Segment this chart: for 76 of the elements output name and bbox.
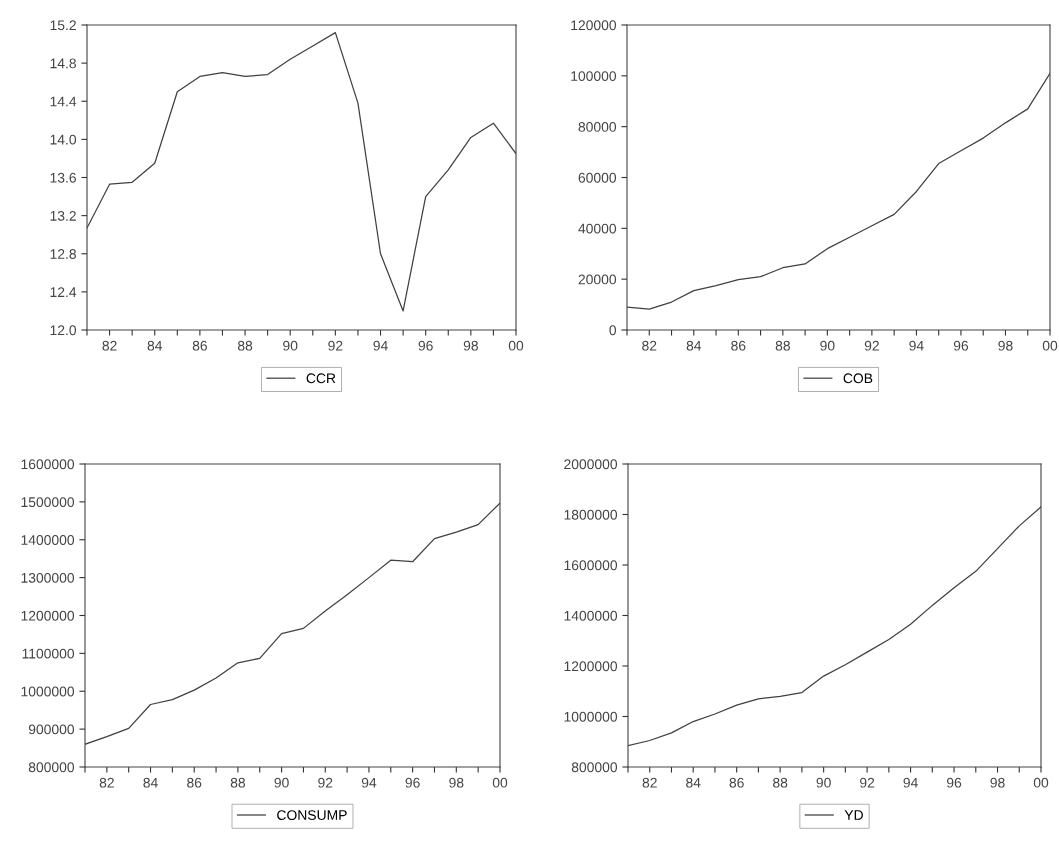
- y-tick-label: 20000: [578, 274, 617, 285]
- x-tick-label: 88: [775, 340, 790, 351]
- x-tick-label: 96: [953, 340, 969, 351]
- x-tick-label: 90: [283, 340, 298, 351]
- x-tick-label: 86: [729, 777, 744, 788]
- x-tick-label: 00: [1042, 340, 1058, 351]
- x-tick-label: 96: [418, 340, 433, 351]
- y-tick-label: 1800000: [564, 509, 618, 520]
- x-tick-label: 84: [143, 777, 158, 788]
- y-tick-label: 900000: [28, 724, 75, 735]
- y-tick-label: 1600000: [21, 459, 75, 470]
- x-tick-label: 94: [909, 340, 924, 351]
- y-tick-label: 1600000: [564, 560, 618, 571]
- x-tick-label: 84: [686, 340, 702, 351]
- x-tick-label: 86: [192, 340, 208, 351]
- x-tick-label: 98: [449, 777, 464, 788]
- x-tick-label: 92: [864, 340, 879, 351]
- y-tick-label: 1200000: [21, 610, 75, 621]
- y-tick-label: 14.4: [50, 96, 77, 107]
- y-tick-label: 1200000: [564, 661, 618, 672]
- x-tick-label: 96: [405, 777, 420, 788]
- x-tick-label: 94: [903, 777, 918, 788]
- x-tick-label: 94: [361, 777, 377, 788]
- x-tick-label: 98: [990, 777, 1005, 788]
- y-tick-label: 12.4: [50, 287, 77, 297]
- x-tick-label: 96: [946, 777, 962, 788]
- x-tick-label: 82: [102, 340, 117, 351]
- y-tick-label: 15.2: [50, 20, 76, 31]
- y-tick-label: 120000: [571, 20, 617, 31]
- y-tick-label: 0: [609, 325, 617, 336]
- y-tick-label: 100000: [571, 71, 617, 81]
- x-tick-label: 90: [816, 777, 831, 788]
- y-tick-label: 1000000: [21, 686, 75, 697]
- y-tick-label: 12.8: [50, 249, 76, 259]
- y-tick-label: 1400000: [21, 535, 75, 545]
- y-tick-label: 1000000: [564, 711, 618, 722]
- y-tick-label: 13.6: [50, 172, 76, 183]
- y-tick-label: 1500000: [21, 497, 75, 508]
- x-tick-label: 94: [373, 340, 388, 351]
- y-tick-label: 800000: [28, 762, 75, 773]
- x-tick-label: 00: [1033, 777, 1049, 788]
- y-tick-label: 1300000: [21, 572, 75, 583]
- y-tick-label: 1100000: [22, 648, 75, 659]
- x-tick-label: 86: [731, 340, 746, 351]
- legend-label: YD: [844, 810, 863, 820]
- y-tick-label: 800000: [571, 762, 618, 773]
- legend-label: CONSUMP: [277, 810, 347, 820]
- y-tick-label: 40000: [578, 223, 617, 234]
- x-tick-label: 88: [773, 777, 788, 788]
- y-tick-label: 12.0: [50, 325, 77, 336]
- x-tick-label: 84: [686, 777, 701, 788]
- y-tick-label: 80000: [578, 122, 617, 132]
- x-tick-label: 90: [274, 777, 289, 788]
- x-tick-label: 00: [492, 777, 508, 788]
- x-tick-label: 92: [318, 777, 333, 788]
- x-tick-label: 84: [147, 340, 163, 351]
- x-tick-label: 00: [508, 340, 524, 351]
- x-tick-label: 92: [860, 777, 875, 788]
- x-tick-label: 98: [463, 340, 478, 351]
- x-tick-label: 92: [328, 340, 343, 351]
- y-tick-label: 60000: [578, 172, 617, 183]
- x-tick-label: 88: [230, 777, 246, 788]
- y-tick-label: 1400000: [564, 610, 618, 621]
- y-tick-label: 13.2: [50, 210, 76, 221]
- legend-label: COB: [843, 373, 873, 384]
- x-tick-label: 82: [99, 777, 114, 788]
- x-tick-label: 82: [642, 777, 657, 788]
- x-tick-label: 90: [820, 340, 835, 351]
- x-tick-label: 88: [237, 340, 253, 351]
- y-tick-label: 2000000: [564, 459, 618, 470]
- x-tick-label: 98: [998, 340, 1013, 351]
- x-tick-label: 86: [187, 777, 202, 788]
- y-tick-label: 14.0: [50, 134, 77, 145]
- x-tick-label: 82: [642, 340, 657, 351]
- legend-label: CCR: [306, 373, 336, 384]
- y-tick-label: 14.8: [50, 58, 76, 69]
